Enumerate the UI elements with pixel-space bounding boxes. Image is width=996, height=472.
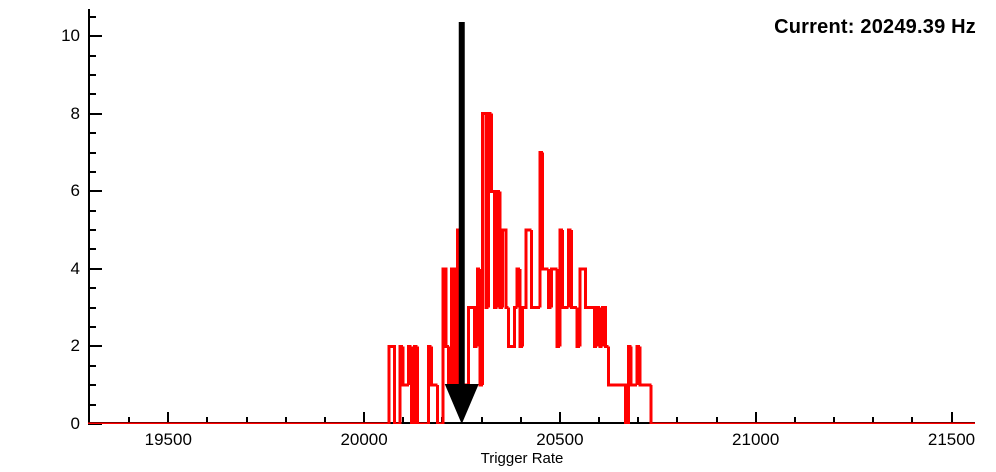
x-tick-minor <box>323 417 326 424</box>
y-tick-minor <box>88 93 96 96</box>
y-axis-labels: 0 2 4 6 8 10 <box>50 0 80 472</box>
y-tick-minor <box>88 151 96 154</box>
x-axis-title-label: Trigger Rate <box>480 450 564 467</box>
y-tick-minor <box>88 209 96 212</box>
x-tick-label: 20000 <box>340 430 388 449</box>
y-tick-label: 8 <box>70 103 80 123</box>
x-tick-minor <box>598 417 601 424</box>
y-tick-label: 2 <box>70 336 80 356</box>
y-tick-major <box>88 35 102 38</box>
y-tick-major <box>88 423 102 425</box>
x-tick-minor <box>637 417 640 424</box>
x-tick-major <box>754 412 757 424</box>
x-tick-minor <box>128 417 131 424</box>
x-tick-minor <box>480 417 483 424</box>
y-tick-minor <box>88 229 96 232</box>
x-tick-minor <box>676 417 679 424</box>
y-tick-minor <box>88 170 96 173</box>
y-tick-major <box>88 267 102 270</box>
y-tick-minor <box>88 326 96 329</box>
y-tick-minor <box>88 287 96 290</box>
y-tick-minor <box>88 306 96 309</box>
x-tick-major <box>363 412 366 424</box>
y-tick-minor <box>88 403 96 406</box>
x-tick-minor <box>284 417 287 424</box>
x-tick-label: 21500 <box>927 430 976 449</box>
y-tick-label: 6 <box>70 181 80 201</box>
y-tick-major <box>88 345 102 348</box>
x-tick-minor <box>793 417 796 424</box>
x-tick-minor <box>245 417 248 424</box>
histogram-plot <box>88 9 975 424</box>
y-tick-label: 10 <box>61 26 80 46</box>
page-title: Current: 20249.39 Hz <box>774 16 976 38</box>
y-tick-minor <box>88 364 96 367</box>
y-tick-minor <box>88 15 96 18</box>
x-axis-title: Trigger Rate <box>0 450 996 467</box>
x-tick-minor <box>911 417 914 424</box>
x-tick-minor <box>872 417 875 424</box>
y-tick-minor <box>88 54 96 57</box>
plot-frame <box>88 9 975 424</box>
y-tick-major <box>88 190 102 193</box>
x-tick-minor <box>715 417 718 424</box>
histogram-outline <box>88 112 975 424</box>
x-tick-label: 19500 <box>144 430 192 449</box>
x-tick-major <box>558 412 561 424</box>
y-tick-major <box>88 112 102 115</box>
y-tick-minor <box>88 384 96 387</box>
x-tick-label: 21000 <box>732 430 780 449</box>
x-tick-label: 20500 <box>536 430 584 449</box>
x-tick-major <box>950 412 953 424</box>
y-tick-minor <box>88 132 96 135</box>
x-tick-minor <box>206 417 209 424</box>
x-axis-labels: 19500 20000 20500 21000 21500 <box>0 430 996 454</box>
y-tick-minor <box>88 248 96 251</box>
x-tick-minor <box>519 417 522 424</box>
y-tick-label: 0 <box>70 414 80 433</box>
y-tick-label: 4 <box>70 258 80 278</box>
x-tick-minor <box>833 417 836 424</box>
x-tick-major <box>167 412 170 424</box>
histogram-svg <box>88 112 975 424</box>
x-tick-minor <box>402 417 405 424</box>
y-tick-minor <box>88 73 96 76</box>
